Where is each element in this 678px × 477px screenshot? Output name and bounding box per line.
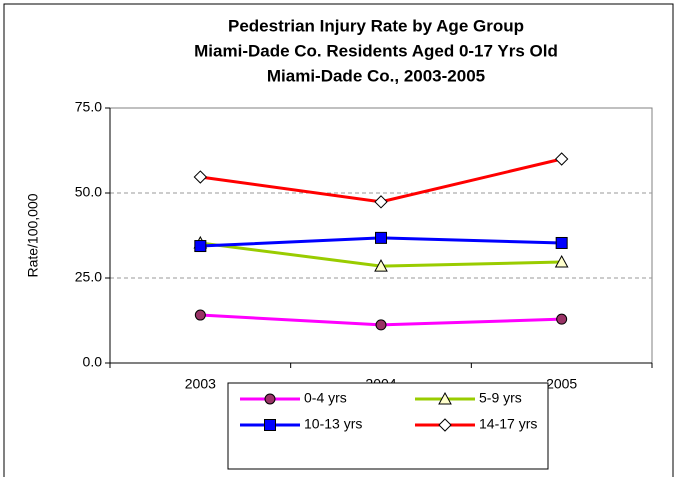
legend-label: 0-4 yrs: [304, 390, 347, 406]
data-point: [374, 195, 388, 209]
y-tick-label: 0.0: [83, 354, 103, 370]
chart-title: Pedestrian Injury Rate by Age Group: [228, 16, 524, 35]
data-point: [554, 254, 569, 268]
data-point: [375, 319, 387, 331]
data-point: [194, 309, 206, 321]
chart-title: Miami-Dade Co. Residents Aged 0-17 Yrs O…: [194, 41, 558, 60]
data-point: [555, 236, 568, 249]
data-point: [375, 231, 387, 244]
x-tick-label: 2003: [185, 376, 216, 392]
legend-marker: [438, 418, 452, 432]
legend-label: 5-9 yrs: [479, 390, 522, 406]
data-point: [193, 170, 208, 184]
y-tick-label: 75.0: [75, 99, 102, 115]
y-tick-label: 25.0: [75, 269, 102, 285]
data-point: [556, 313, 568, 325]
y-tick-label: 50.0: [75, 184, 102, 200]
legend-marker: [438, 391, 452, 405]
chart-title: Miami-Dade Co., 2003-2005: [267, 66, 485, 85]
data-point: [554, 152, 569, 166]
legend-label: 14-17 yrs: [479, 416, 537, 432]
data-point: [194, 240, 207, 253]
legend-marker: [264, 419, 276, 431]
x-tick-label: 2005: [546, 376, 577, 392]
data-point: [374, 259, 388, 272]
legend-label: 10-13 yrs: [304, 416, 362, 432]
y-axis-label: Rate/100,000: [25, 193, 41, 277]
legend-marker: [264, 393, 276, 405]
chart-frame: [3, 3, 674, 477]
